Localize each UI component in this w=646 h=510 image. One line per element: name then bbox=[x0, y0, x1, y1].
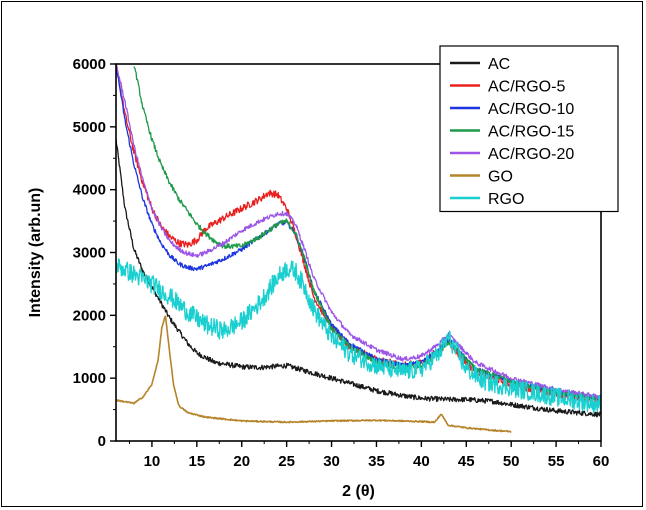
legend: AC AC/RGO-5 AC/RGO-10 AC/RGO-15 AC/RGO-20 GO R… bbox=[439, 45, 619, 213]
x-tick-label: 25 bbox=[278, 453, 295, 470]
y-tick-label: 1000 bbox=[73, 370, 106, 387]
y-tick-label: 2000 bbox=[73, 307, 106, 324]
y-tick-label: 6000 bbox=[73, 56, 106, 73]
x-tick-label: 55 bbox=[548, 453, 565, 470]
legend-label: AC/RGO-20 bbox=[488, 146, 574, 163]
series-line-ac bbox=[116, 138, 601, 418]
x-tick-label: 15 bbox=[188, 453, 205, 470]
x-tick-label: 20 bbox=[233, 453, 250, 470]
x-tick-label: 10 bbox=[144, 453, 161, 470]
legend-label: GO bbox=[488, 169, 513, 186]
series-line-go bbox=[116, 315, 512, 433]
x-tick-label: 35 bbox=[368, 453, 385, 470]
series-line-ac-rgo-20 bbox=[116, 64, 601, 400]
legend-label: AC/RGO-5 bbox=[488, 79, 565, 96]
series-layer bbox=[116, 64, 601, 433]
ticks-layer: 10 15 20 25 30 35 40 45 50 55 60 0 1000 2000 3000 4000 5… bbox=[73, 56, 610, 470]
legend-label: RGO bbox=[488, 191, 524, 208]
legend-label: AC bbox=[488, 56, 510, 73]
x-axis-title: 2 (θ) bbox=[342, 483, 375, 500]
y-tick-label: 5000 bbox=[73, 119, 106, 136]
x-tick-label: 45 bbox=[458, 453, 475, 470]
x-tick-label: 50 bbox=[503, 453, 520, 470]
x-tick-label: 60 bbox=[593, 453, 610, 470]
y-tick-label: 4000 bbox=[73, 182, 106, 199]
x-tick-label: 30 bbox=[323, 453, 340, 470]
legend-label: AC/RGO-15 bbox=[488, 124, 574, 141]
x-tick-label: 40 bbox=[413, 453, 430, 470]
y-axis-title: Intensity (arb.un) bbox=[27, 188, 44, 318]
series-line-rgo bbox=[116, 258, 601, 414]
legend-box bbox=[439, 45, 619, 213]
legend-label: AC/RGO-10 bbox=[488, 101, 574, 118]
y-tick-label: 0 bbox=[98, 433, 106, 450]
y-tick-label: 3000 bbox=[73, 245, 106, 262]
